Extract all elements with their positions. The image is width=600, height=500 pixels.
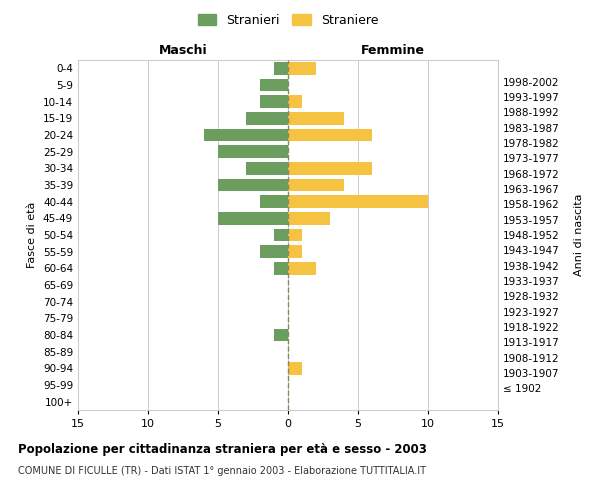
- Bar: [288, 96, 302, 108]
- Bar: [246, 112, 288, 124]
- Bar: [288, 196, 428, 208]
- Bar: [260, 96, 288, 108]
- Bar: [288, 229, 302, 241]
- Bar: [288, 62, 316, 74]
- Bar: [260, 246, 288, 258]
- Legend: Stranieri, Straniere: Stranieri, Straniere: [193, 8, 383, 32]
- Bar: [260, 79, 288, 92]
- Bar: [288, 129, 372, 141]
- Bar: [288, 212, 330, 224]
- Y-axis label: Anni di nascita: Anni di nascita: [574, 194, 584, 276]
- Bar: [288, 246, 302, 258]
- Bar: [246, 162, 288, 174]
- Bar: [218, 146, 288, 158]
- Bar: [274, 62, 288, 74]
- Bar: [218, 212, 288, 224]
- Bar: [274, 262, 288, 274]
- Bar: [204, 129, 288, 141]
- Bar: [288, 362, 302, 374]
- Text: Maschi: Maschi: [158, 44, 208, 57]
- Bar: [274, 229, 288, 241]
- Text: Popolazione per cittadinanza straniera per età e sesso - 2003: Popolazione per cittadinanza straniera p…: [18, 442, 427, 456]
- Bar: [288, 162, 372, 174]
- Text: COMUNE DI FICULLE (TR) - Dati ISTAT 1° gennaio 2003 - Elaborazione TUTTITALIA.IT: COMUNE DI FICULLE (TR) - Dati ISTAT 1° g…: [18, 466, 426, 476]
- Bar: [288, 112, 344, 124]
- Text: Femmine: Femmine: [361, 44, 425, 57]
- Y-axis label: Fasce di età: Fasce di età: [28, 202, 37, 268]
- Bar: [260, 196, 288, 208]
- Bar: [218, 179, 288, 192]
- Bar: [288, 179, 344, 192]
- Bar: [288, 262, 316, 274]
- Bar: [274, 329, 288, 341]
